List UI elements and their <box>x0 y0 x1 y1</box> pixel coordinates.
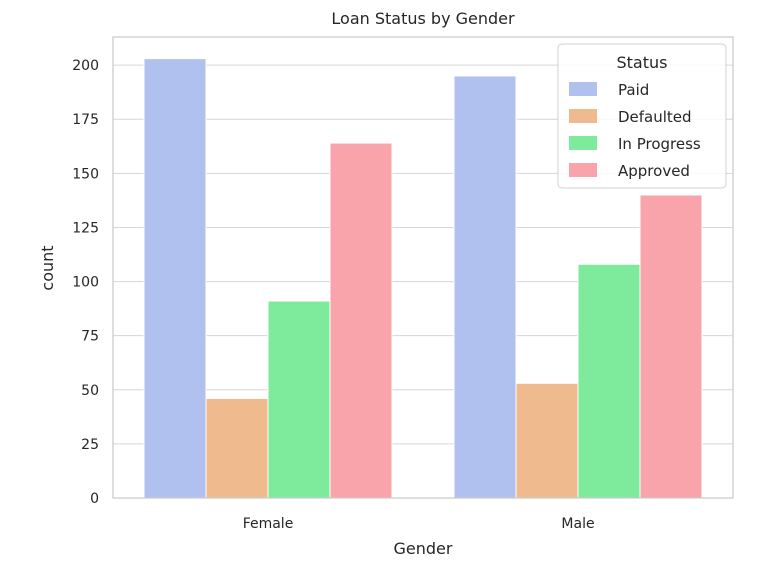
legend: Status Paid Defaulted In Progress Approved <box>557 43 727 189</box>
y-tick-label: 175 <box>72 112 99 128</box>
bar-female-paid <box>143 58 207 499</box>
legend-box <box>557 43 727 189</box>
legend-label: Defaulted <box>618 108 692 126</box>
x-axis-label: Gender <box>394 539 453 558</box>
legend-items: Paid Defaulted In Progress Approved <box>569 81 701 180</box>
legend-title: Status <box>617 53 668 72</box>
bar-male-paid <box>453 75 517 499</box>
legend-label: Paid <box>618 81 649 99</box>
plot-frame <box>112 36 734 499</box>
y-tick-label: 200 <box>72 58 99 74</box>
x-tick-label: Female <box>243 516 294 532</box>
y-tick-label: 100 <box>72 275 99 291</box>
legend-swatch <box>569 82 597 96</box>
x-tick-label: Male <box>561 516 594 532</box>
y-axis-label: count <box>38 245 57 290</box>
bar-male-defaulted <box>515 382 579 499</box>
y-tick-label: 125 <box>72 220 99 236</box>
y-tick-label: 150 <box>72 166 99 182</box>
y-tick-label: 0 <box>90 491 99 507</box>
legend-swatch <box>569 163 597 177</box>
bar-female-approved <box>329 142 393 499</box>
y-tick-label: 50 <box>81 383 99 399</box>
legend-label: Approved <box>618 162 690 180</box>
bar-female-defaulted <box>205 397 269 499</box>
x-axis-ticks: Female Male <box>243 516 595 532</box>
bars <box>143 58 703 499</box>
bar-male-approved <box>639 194 703 499</box>
y-tick-label: 75 <box>81 329 99 345</box>
y-axis-ticks: 0 25 50 75 100 125 150 175 200 <box>72 58 99 507</box>
legend-swatch <box>569 109 597 123</box>
bar-female-in-progress <box>267 300 331 499</box>
bar-male-in-progress <box>577 263 641 499</box>
legend-swatch <box>569 136 597 150</box>
y-tick-label: 25 <box>81 437 99 453</box>
legend-label: In Progress <box>618 135 701 153</box>
chart-title: Loan Status by Gender <box>331 9 515 28</box>
